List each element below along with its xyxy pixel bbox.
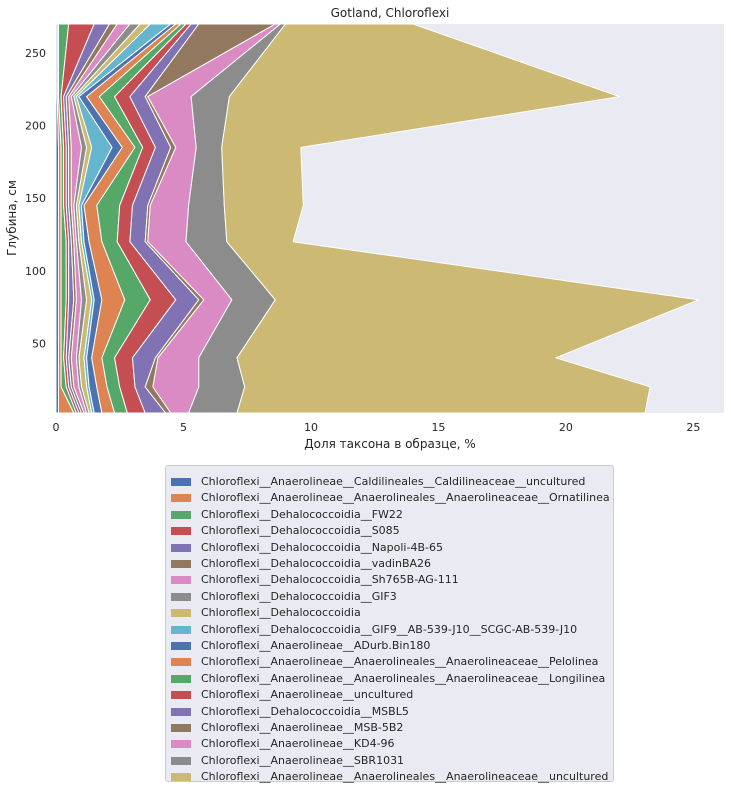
y-tick-label: 200: [25, 120, 46, 133]
legend-label: Chloroflexi__Anaerolineae__uncultured: [201, 688, 414, 702]
x-tick-label: 5: [180, 421, 187, 434]
x-tick-label: 15: [431, 421, 445, 434]
x-tick-labels: 0 5 10 15 20 25: [53, 421, 701, 434]
legend-swatch: [171, 560, 191, 568]
legend-label: Chloroflexi__Dehalococcoidia__GIF3: [201, 589, 397, 603]
legend-label: Chloroflexi__Anaerolineae__Caldilineales…: [201, 475, 586, 488]
x-tick-label: 25: [686, 421, 700, 434]
legend-swatch: [171, 707, 191, 716]
legend-swatch: [171, 478, 191, 486]
legend-label: Chloroflexi__Dehalococcoidia__Sh765B-AG-…: [201, 573, 459, 587]
legend-swatch: [171, 773, 191, 782]
y-tick-labels: 50 100 150 200 250: [25, 47, 46, 350]
legend-label: Chloroflexi__Dehalococcoidia__FW22: [201, 507, 403, 521]
legend-swatch: [171, 625, 191, 634]
series-layer: [55, 23, 699, 414]
chart-title: Gotland, Chloroflexi: [331, 6, 450, 20]
legend-label: Chloroflexi__Dehalococcoidia: [201, 606, 361, 620]
legend-label: Chloroflexi__Dehalococcoidia__GIF9__AB-5…: [201, 622, 578, 636]
legend-swatch: [171, 642, 191, 650]
legend-swatch: [171, 543, 191, 552]
x-axis-label: Доля таксона в образце, %: [304, 437, 476, 451]
legend-swatch: [171, 658, 191, 667]
legend-swatch: [171, 527, 191, 536]
x-tick-label: 20: [559, 421, 573, 434]
legend-label: Chloroflexi__Anaerolineae__MSB-5B2: [201, 721, 404, 734]
legend-swatch: [171, 510, 191, 519]
series-area-19: [221, 23, 699, 414]
y-tick-label: 100: [25, 265, 46, 278]
legend-swatch: [171, 609, 191, 618]
legend-label: Chloroflexi__Dehalococcoidia__Napoli-4B-…: [201, 540, 443, 554]
legend-label: Chloroflexi__Anaerolineae__Anaerolineale…: [201, 770, 609, 784]
legend-swatch: [171, 691, 191, 700]
legend-swatch: [171, 494, 191, 503]
x-tick-label: 0: [53, 421, 60, 434]
legend-swatch: [171, 674, 191, 683]
y-tick-label: 50: [32, 337, 46, 350]
legend-swatch: [171, 756, 191, 765]
y-tick-label: 250: [25, 47, 46, 60]
legend-label: Chloroflexi__Dehalococcoidia__S085: [201, 524, 400, 538]
legend: Chloroflexi__Anaerolineae__Caldilineales…: [165, 465, 614, 784]
y-tick-label: 150: [25, 192, 46, 205]
legend-label: Chloroflexi__Dehalococcoidia__MSBL5: [201, 704, 409, 718]
legend-swatch: [171, 724, 191, 732]
chart-area: 0 5 10 15 20 25 50 100 150 200 250 Gotland, Chlor…: [5, 6, 724, 451]
legend-label: Chloroflexi__Anaerolineae__Anaerolineale…: [201, 655, 599, 669]
legend-swatch: [171, 592, 191, 601]
legend-label: Chloroflexi__Anaerolineae__SBR1031: [201, 753, 405, 767]
legend-label: Chloroflexi__Anaerolineae__Anaerolineale…: [201, 671, 606, 685]
legend-label: Chloroflexi__Anaerolineae__KD4-96: [201, 737, 395, 751]
legend-swatch: [171, 576, 191, 585]
legend-label: Chloroflexi__Anaerolineae__ADurb.Bin180: [201, 639, 431, 652]
legend-label: Chloroflexi__Dehalococcoidia__vadinBA26: [201, 557, 432, 570]
legend-label: Chloroflexi__Anaerolineae__Anaerolineale…: [201, 491, 610, 505]
y-axis-label: Глубина, см: [5, 180, 19, 256]
legend-swatch: [171, 740, 191, 749]
x-tick-label: 10: [304, 421, 318, 434]
